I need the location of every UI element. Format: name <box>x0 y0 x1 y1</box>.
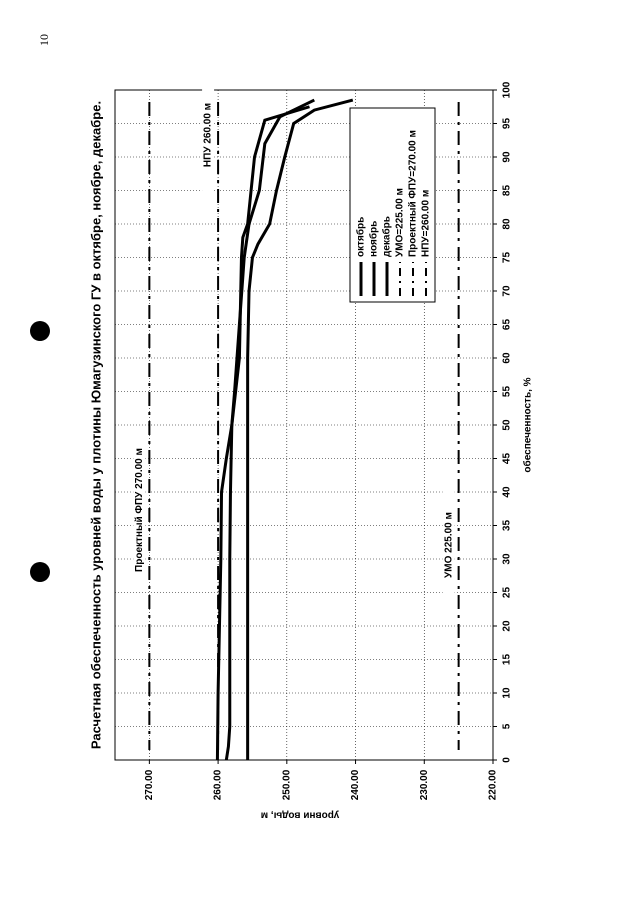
y-axis-label: уровни воды, м <box>261 809 340 820</box>
x-tick-label: 100 <box>502 81 513 98</box>
annotation-bg <box>202 75 215 195</box>
y-tick-label: 270.00 <box>144 769 155 800</box>
legend-box <box>349 107 436 303</box>
x-tick-label: 95 <box>502 118 513 130</box>
x-tick-label: 80 <box>502 218 513 230</box>
x-tick-label: 30 <box>502 553 513 565</box>
x-tick-label: 50 <box>502 419 513 431</box>
punch-hole <box>30 321 50 341</box>
x-tick-label: 20 <box>502 620 513 632</box>
annotation: НПУ 260.00 м <box>203 103 214 167</box>
y-tick-label: 230.00 <box>419 769 430 800</box>
y-tick-label: 220.00 <box>488 769 499 800</box>
x-tick-label: 70 <box>502 285 513 297</box>
series-line <box>215 105 310 761</box>
x-tick-label: 90 <box>502 151 513 163</box>
x-tick-label: 15 <box>502 654 513 666</box>
series-line <box>224 98 315 761</box>
legend-label: ноябрь <box>368 221 380 257</box>
punch-hole <box>30 562 50 582</box>
annotation: УМО 225.00 м <box>443 512 454 578</box>
legend-label: Проектный ФПУ=270.00 м <box>408 130 419 257</box>
x-tick-label: 10 <box>502 687 513 699</box>
y-tick-label: 260.00 <box>213 769 224 800</box>
x-tick-label: 35 <box>502 520 513 532</box>
x-tick-label: 0 <box>502 757 513 763</box>
annotation-bg <box>442 485 455 605</box>
y-tick-label: 250.00 <box>281 769 292 800</box>
x-tick-label: 60 <box>502 352 513 364</box>
chart-title: Расчетная обеспеченность уровней воды у … <box>88 100 104 750</box>
x-tick-label: 75 <box>502 252 513 264</box>
page-number: 10 <box>37 34 51 46</box>
legend-label: УМО=225.00 м <box>395 188 406 257</box>
legend-label: октябрь <box>355 217 367 257</box>
x-tick-label: 40 <box>502 486 513 498</box>
x-tick-label: 85 <box>502 185 513 197</box>
x-tick-label: 55 <box>502 386 513 398</box>
annotation-bg <box>133 450 146 570</box>
legend-label: НПУ=260.00 м <box>421 190 432 257</box>
x-tick-label: 5 <box>502 723 513 729</box>
legend-label: декабрь <box>381 216 393 257</box>
x-axis-label: обеспеченность, % <box>522 377 534 472</box>
x-tick-label: 65 <box>502 319 513 331</box>
x-tick-label: 25 <box>502 587 513 599</box>
series-line <box>246 98 354 760</box>
x-tick-label: 45 <box>502 453 513 465</box>
annotation: Проектный ФПУ 270.00 м <box>134 448 145 572</box>
y-tick-label: 240.00 <box>350 769 361 800</box>
